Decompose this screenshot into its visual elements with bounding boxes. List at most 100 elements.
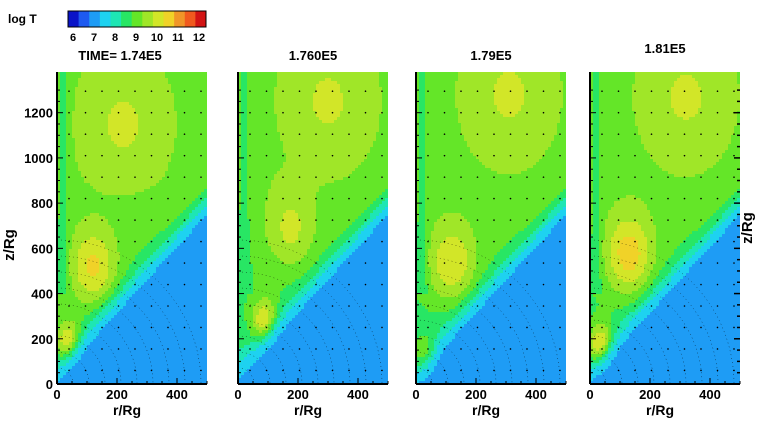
velocity-marker	[427, 154, 429, 157]
velocity-marker	[650, 133, 653, 135]
velocity-marker	[542, 154, 545, 157]
flow-arc	[416, 303, 497, 384]
velocity-marker	[601, 326, 603, 329]
velocity-marker	[601, 283, 603, 286]
colorbar-tick-label: 11	[172, 32, 184, 44]
velocity-marker	[733, 176, 735, 178]
velocity-marker	[559, 240, 561, 243]
velocity-marker	[315, 348, 317, 350]
velocity-marker	[476, 262, 479, 264]
velocity-marker	[634, 154, 636, 157]
flow-arc	[416, 335, 465, 384]
velocity-marker	[282, 176, 284, 178]
velocity-marker	[298, 219, 301, 221]
velocity-marker	[700, 283, 702, 286]
velocity-marker	[84, 133, 87, 135]
velocity-marker	[427, 111, 429, 114]
velocity-marker	[331, 176, 334, 178]
velocity-marker	[167, 262, 169, 264]
velocity-marker	[84, 305, 87, 307]
velocity-marker	[381, 369, 383, 372]
velocity-marker	[183, 348, 186, 350]
velocity-marker	[101, 283, 103, 286]
velocity-marker	[167, 240, 169, 243]
panel-title: TIME= 1.74E5	[78, 48, 161, 63]
velocity-marker	[381, 197, 383, 200]
velocity-marker	[509, 90, 512, 93]
velocity-marker	[733, 305, 735, 307]
velocity-marker	[716, 111, 719, 114]
velocity-marker	[101, 369, 103, 372]
velocity-marker	[617, 90, 620, 93]
velocity-marker	[282, 219, 284, 221]
colorbar-tick-label: 10	[151, 32, 163, 44]
x-tick-label: 400	[699, 387, 721, 402]
flow-arc	[238, 367, 255, 384]
velocity-marker	[443, 262, 446, 264]
velocity-marker	[68, 197, 70, 200]
velocity-marker	[542, 305, 545, 307]
velocity-marker	[559, 348, 561, 350]
velocity-marker	[700, 154, 702, 157]
velocity-marker	[650, 219, 653, 221]
velocity-marker	[150, 219, 153, 221]
flow-arc	[57, 255, 186, 384]
velocity-marker	[733, 262, 735, 264]
velocity-marker	[68, 176, 70, 178]
velocity-marker	[68, 219, 70, 221]
x-tick-label: 400	[525, 387, 547, 402]
velocity-marker	[650, 326, 653, 329]
velocity-marker	[443, 369, 446, 372]
velocity-marker	[526, 111, 528, 114]
velocity-marker	[331, 348, 334, 350]
velocity-marker	[700, 348, 702, 350]
velocity-marker	[716, 326, 719, 329]
velocity-marker	[700, 197, 702, 200]
velocity-marker	[559, 283, 561, 286]
panel: 0 200 400 r/Rg 1.81E5 z/Rg	[586, 41, 756, 418]
velocity-marker	[733, 369, 735, 372]
velocity-marker	[315, 283, 317, 286]
velocity-marker	[183, 326, 186, 329]
velocity-marker	[716, 219, 719, 221]
velocity-marker	[493, 219, 495, 221]
velocity-marker	[493, 176, 495, 178]
velocity-marker	[601, 262, 603, 264]
velocity-marker	[134, 176, 136, 178]
velocity-marker	[200, 154, 202, 157]
velocity-marker	[526, 219, 528, 221]
colorbar-swatch	[99, 11, 111, 27]
velocity-marker	[183, 133, 186, 135]
velocity-marker	[249, 176, 251, 178]
velocity-marker	[200, 369, 202, 372]
velocity-marker	[315, 176, 317, 178]
velocity-marker	[134, 305, 136, 307]
velocity-marker	[650, 176, 653, 178]
velocity-marker	[348, 197, 350, 200]
velocity-marker	[559, 219, 561, 221]
velocity-marker	[315, 305, 317, 307]
velocity-marker	[364, 197, 367, 200]
velocity-marker	[617, 369, 620, 372]
velocity-marker	[150, 197, 153, 200]
colorbar-swatch	[195, 11, 207, 27]
velocity-marker	[650, 197, 653, 200]
velocity-marker	[265, 240, 268, 243]
velocity-marker	[460, 90, 462, 93]
velocity-marker	[526, 262, 528, 264]
x-tick-label: 200	[465, 387, 487, 402]
velocity-marker	[331, 133, 334, 135]
velocity-marker	[348, 326, 350, 329]
velocity-marker	[683, 219, 686, 221]
velocity-marker	[364, 283, 367, 286]
velocity-marker	[542, 262, 545, 264]
velocity-marker	[364, 111, 367, 114]
velocity-marker	[282, 240, 284, 243]
colorbar-swatch	[184, 11, 196, 27]
velocity-marker	[315, 369, 317, 372]
x-tick-label: 0	[53, 387, 60, 402]
velocity-marker	[200, 219, 202, 221]
velocity-marker	[460, 305, 462, 307]
velocity-marker	[509, 326, 512, 329]
